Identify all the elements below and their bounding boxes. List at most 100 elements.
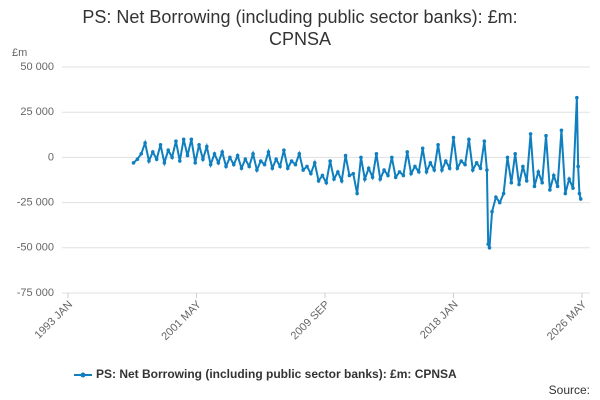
- data-point: [420, 146, 425, 151]
- data-point: [239, 166, 244, 171]
- data-point: [517, 182, 521, 187]
- data-point: [363, 177, 367, 181]
- y-tick-label: -75 000: [17, 287, 54, 299]
- data-point: [193, 161, 198, 165]
- data-point: [405, 150, 410, 154]
- data-point: [436, 142, 440, 147]
- data-point: [201, 157, 205, 162]
- data-point: [578, 197, 583, 201]
- data-point: [293, 162, 298, 167]
- data-point: [490, 209, 494, 214]
- data-point: [374, 151, 379, 156]
- series-line: [132, 97, 582, 249]
- legend-marker: [80, 372, 86, 378]
- y-tick-label: -50 000: [17, 242, 54, 254]
- data-point: [328, 159, 332, 163]
- data-point: [432, 168, 437, 172]
- data-point: [212, 151, 217, 156]
- data-point: [220, 150, 224, 154]
- data-point: [497, 200, 502, 205]
- data-point: [397, 170, 402, 174]
- data-point: [536, 170, 541, 174]
- data-point: [351, 171, 356, 176]
- data-point: [487, 246, 492, 250]
- data-point: [158, 142, 163, 147]
- legend-label: PS: Net Borrowing (including public sect…: [96, 367, 457, 381]
- data-point: [278, 164, 282, 169]
- data-point: [359, 155, 363, 160]
- data-point: [228, 155, 232, 160]
- y-tick-label: 0: [48, 151, 54, 163]
- data-point: [401, 173, 406, 178]
- data-point: [524, 179, 529, 183]
- data-point: [528, 132, 533, 136]
- data-point: [339, 179, 344, 183]
- chart-title: PS: Net Borrowing (including public sect…: [82, 7, 518, 49]
- data-point: [285, 166, 290, 171]
- source: Source:: [549, 383, 590, 397]
- data-point: [501, 191, 506, 196]
- data-point: [563, 191, 568, 196]
- data-point: [447, 166, 452, 171]
- data-point: [255, 168, 259, 172]
- data-point: [470, 168, 475, 172]
- data-point: [343, 153, 348, 158]
- data-point: [185, 153, 190, 158]
- data-point: [355, 191, 359, 196]
- data-point: [393, 175, 398, 180]
- y-tick-label: 50 000: [20, 61, 54, 73]
- data-point: [320, 173, 325, 178]
- data-point: [378, 177, 383, 181]
- data-point: [559, 128, 564, 133]
- data-point: [208, 162, 213, 167]
- data-point: [181, 137, 186, 142]
- data-point: [567, 177, 571, 181]
- data-point: [494, 195, 498, 199]
- y-tick-label: -25 000: [17, 197, 54, 209]
- y-axis-label: £m: [12, 47, 27, 59]
- data-point: [166, 148, 171, 152]
- data-point: [162, 161, 167, 165]
- data-point: [154, 157, 159, 162]
- data-point: [424, 170, 429, 174]
- data-point: [266, 150, 271, 154]
- x-tick-label: 2001 MAY: [159, 298, 204, 343]
- data-point: [521, 164, 525, 169]
- data-point: [235, 153, 240, 158]
- y-tick-label: 25 000: [20, 106, 54, 118]
- data-point: [243, 157, 248, 162]
- data-point: [347, 173, 352, 178]
- data-point: [336, 170, 340, 174]
- data-point: [548, 188, 552, 192]
- data-point: [551, 173, 556, 178]
- data-point: [289, 159, 294, 163]
- data-point: [505, 155, 510, 160]
- data-point: [151, 150, 155, 154]
- data-point: [139, 151, 144, 156]
- data-point: [305, 164, 309, 169]
- data-point: [463, 162, 467, 167]
- data-point: [455, 166, 460, 171]
- data-point: [440, 168, 444, 172]
- data-point: [544, 133, 548, 138]
- data-point: [143, 141, 147, 145]
- data-point: [513, 151, 517, 156]
- data-point: [540, 180, 544, 185]
- data-point: [251, 151, 255, 156]
- data-point: [131, 161, 136, 165]
- data-point: [413, 164, 417, 169]
- data-point: [297, 151, 302, 156]
- data-point: [485, 168, 489, 172]
- data-point: [258, 159, 263, 163]
- data-point: [282, 148, 286, 152]
- x-tick-label: 2026 MAY: [545, 298, 590, 343]
- data-point: [309, 171, 313, 176]
- data-point: [576, 164, 580, 169]
- data-point: [247, 164, 251, 169]
- data-point: [390, 155, 394, 160]
- data-point: [467, 137, 471, 142]
- data-point: [478, 166, 483, 171]
- data-point: [417, 170, 421, 174]
- data-point: [174, 139, 178, 143]
